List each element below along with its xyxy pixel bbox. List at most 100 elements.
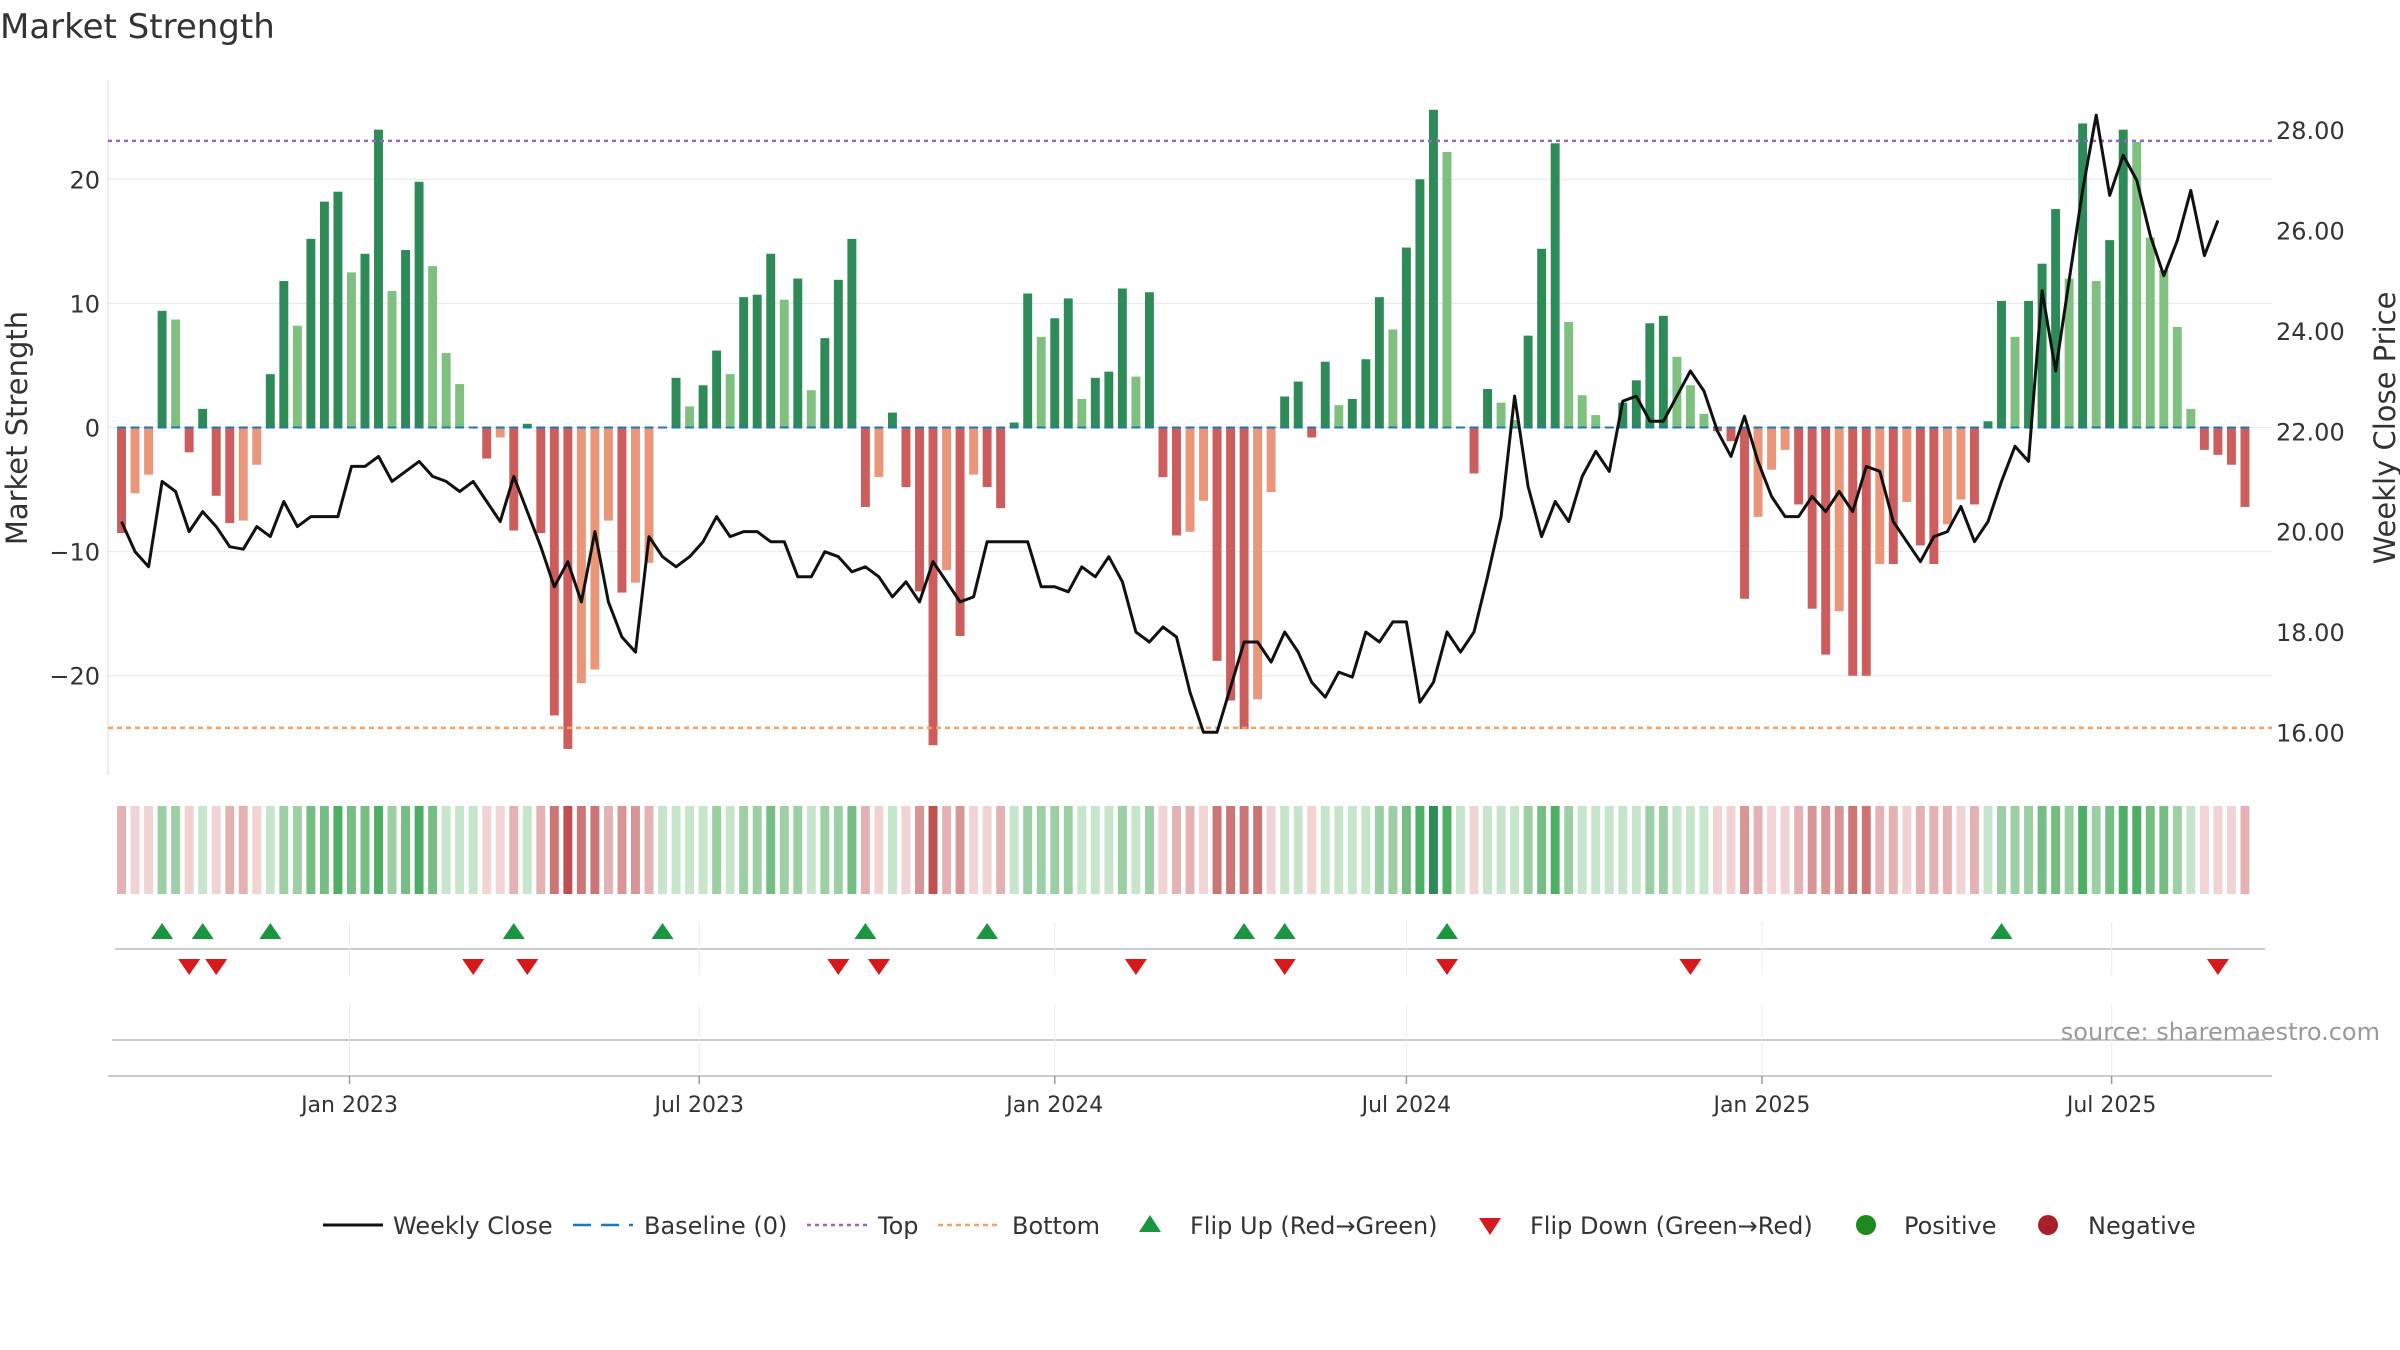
flip-up-marker — [1273, 923, 1296, 939]
strength-bar — [1428, 109, 1438, 428]
state-cell — [1347, 806, 1357, 894]
state-cell — [414, 806, 424, 894]
strength-bar — [522, 423, 532, 428]
flip-up-marker — [1233, 923, 1256, 939]
state-cell — [1374, 806, 1384, 894]
strength-bar — [1861, 427, 1871, 676]
strength-bar — [1740, 427, 1749, 599]
strength-bar — [1185, 427, 1195, 532]
state-cell — [1915, 806, 1925, 894]
state-cell — [428, 806, 438, 894]
state-cell — [482, 806, 492, 894]
state-cell — [2172, 806, 2182, 894]
strength-bar — [1631, 380, 1641, 428]
strength-bar — [2105, 240, 2115, 428]
state-cell — [1983, 806, 1993, 894]
strength-bar — [2118, 129, 2128, 428]
state-cell — [1077, 806, 1087, 894]
state-cell — [306, 806, 316, 894]
state-cell — [1510, 806, 1520, 894]
strength-bar — [536, 427, 546, 533]
strength-bar — [1280, 396, 1290, 428]
state-cell — [1564, 806, 1574, 894]
strength-bar — [1239, 427, 1249, 730]
strength-bar — [1834, 427, 1844, 612]
state-cell — [509, 806, 519, 894]
state-cell — [1239, 806, 1249, 894]
strength-bars — [117, 109, 2250, 749]
strength-bar — [211, 427, 221, 496]
strength-bar — [1036, 336, 1046, 428]
strength-bar — [1442, 151, 1452, 428]
state-cell — [563, 806, 573, 894]
strength-bar — [1158, 427, 1168, 478]
strength-bar — [1753, 427, 1763, 517]
legend-label: Flip Up (Red→Green) — [1190, 1212, 1438, 1240]
legend-item-baseline: Baseline (0) — [573, 1212, 787, 1240]
state-cell — [1185, 806, 1195, 894]
strength-bar — [1550, 143, 1560, 428]
strength-bar — [603, 427, 613, 521]
legend: Weekly Close Baseline (0) Top Bottom Flip Up… — [323, 1212, 2196, 1240]
state-cell — [2199, 806, 2209, 894]
strength-bar — [428, 266, 438, 428]
y-tick-label: −10 — [49, 539, 100, 567]
x-tick-label: Jan 2025 — [1711, 1093, 1810, 1118]
x-tick-label: Jan 2024 — [1004, 1093, 1103, 1118]
y2-tick-label: 20.00 — [2276, 519, 2345, 547]
strength-bar — [2240, 427, 2250, 507]
state-cell — [333, 806, 343, 894]
strength-bar — [1537, 248, 1547, 428]
state-cell — [1293, 806, 1303, 894]
state-cell — [1401, 806, 1411, 894]
state-cell — [806, 806, 816, 894]
state-cell — [766, 806, 776, 894]
strength-bar — [806, 390, 816, 428]
strength-bar — [2037, 263, 2047, 428]
strength-bar — [631, 427, 640, 583]
strength-bar — [2145, 237, 2155, 428]
state-cell — [1307, 806, 1317, 894]
state-cell — [1956, 806, 1966, 894]
state-cell — [1158, 806, 1168, 894]
strength-bar — [820, 338, 830, 428]
flip-up-marker — [1990, 923, 2013, 939]
state-cell — [1469, 806, 1479, 894]
strength-bar — [617, 427, 627, 593]
state-cell — [1280, 806, 1290, 894]
state-cell — [1848, 806, 1858, 894]
right-axis: 28.00 26.00 24.00 22.00 20.00 18.00 16.00 — [2276, 117, 2345, 747]
strength-bar — [874, 427, 884, 478]
strength-bar — [860, 427, 870, 507]
state-cell — [725, 806, 735, 894]
state-cell — [1226, 806, 1236, 894]
flip-down-marker — [1273, 959, 1296, 975]
state-cell — [2105, 806, 2115, 894]
state-cell — [238, 806, 248, 894]
state-cell — [685, 806, 695, 894]
strength-bar — [1347, 398, 1357, 428]
strength-bar — [1591, 415, 1601, 428]
state-cell — [2010, 806, 2020, 894]
strength-bar — [1523, 335, 1533, 428]
strength-bar — [198, 408, 208, 428]
state-cell — [1388, 806, 1398, 894]
strength-bar — [2064, 278, 2074, 428]
y2-tick-label: 18.00 — [2276, 619, 2345, 647]
strength-bar — [1117, 288, 1127, 428]
state-cell — [1618, 806, 1628, 894]
strength-bar — [2051, 209, 2061, 428]
state-cell — [576, 806, 586, 894]
strength-bar — [549, 427, 559, 716]
legend-label: Positive — [1904, 1212, 1997, 1240]
x-tick-label: Jul 2023 — [652, 1093, 744, 1118]
strength-bar — [901, 427, 911, 488]
state-cell — [631, 806, 640, 894]
state-cell — [1604, 806, 1614, 894]
y-tick-label: −20 — [49, 663, 100, 691]
state-cell — [847, 806, 857, 894]
x-tick-label: Jul 2025 — [2065, 1093, 2157, 1118]
strength-bar — [1226, 427, 1236, 701]
state-cell — [752, 806, 762, 894]
strength-bar — [482, 427, 492, 459]
